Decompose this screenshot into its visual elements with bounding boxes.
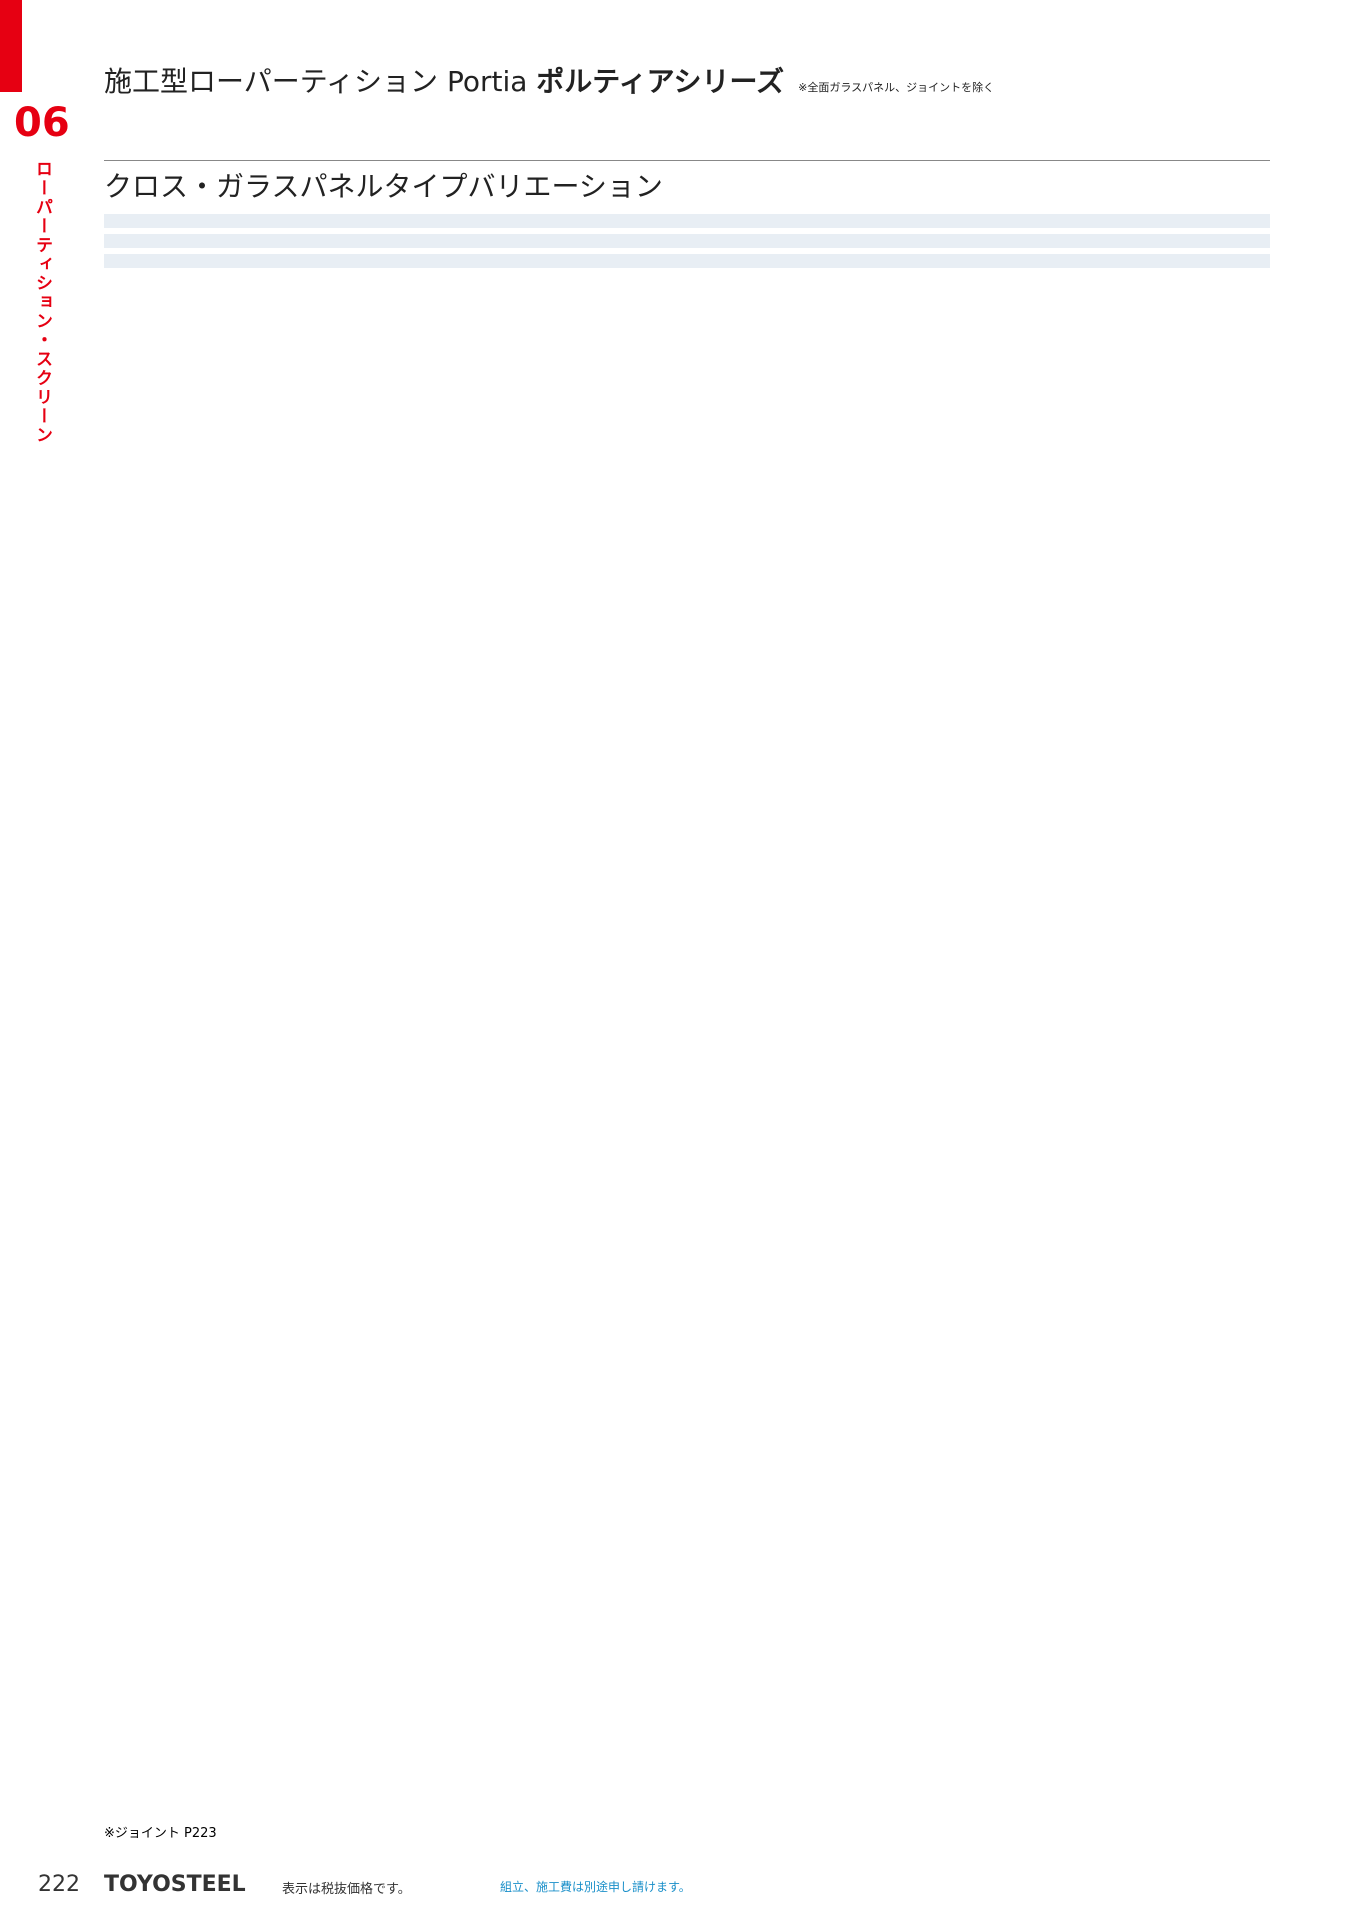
construction-note: 組立、施工費は別途申し請けます。 [500, 1880, 691, 1894]
page-number: 222 [38, 1872, 80, 1897]
section-title: クロス・ガラスパネルタイプバリエーション [104, 160, 1270, 205]
table-placeholder-row [104, 254, 1270, 268]
header-title: 施工型ローパーティション Portia [104, 65, 537, 98]
joint-note: ※ジョイント P223 [104, 1826, 217, 1841]
table-placeholder-row [104, 214, 1270, 228]
brand-logo: TOYOSTEEL [104, 1872, 246, 1897]
header-series: ポルティアシリーズ [536, 65, 785, 98]
header-note: ※全面ガラスパネル、ジョイントを除く [798, 81, 995, 94]
tax-note: 表示は税抜価格です。 [282, 1882, 411, 1897]
side-category-label: ローパーティション・スクリーン [32, 160, 52, 445]
page-header: 施工型ローパーティション Portia ポルティアシリーズ ※全面ガラスパネル、ジ… [104, 60, 994, 100]
price-table-skeleton [104, 208, 1270, 274]
section-number: 06 [14, 100, 70, 146]
table-placeholder-row [104, 234, 1270, 248]
section-color-bar [0, 0, 22, 92]
